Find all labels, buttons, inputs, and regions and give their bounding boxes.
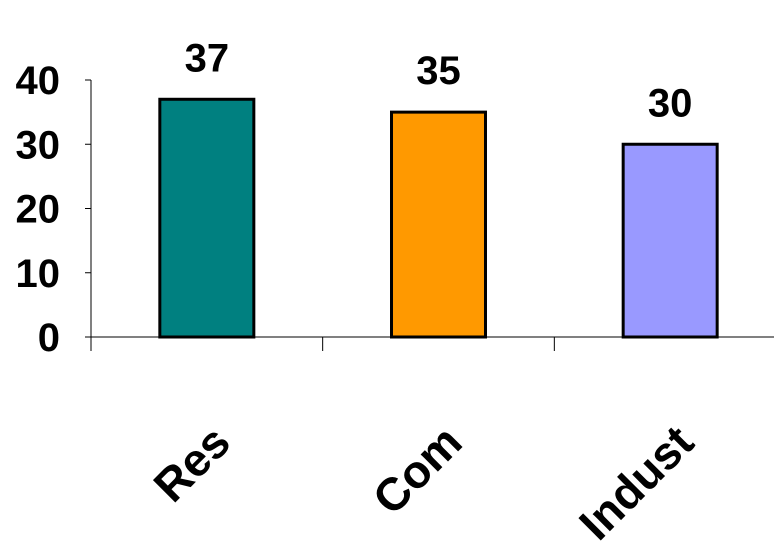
data-label-com: 35	[416, 49, 461, 93]
y-tick-label: 20	[16, 188, 61, 232]
category-label-indust: Indust	[569, 415, 703, 545]
y-tick-label: 30	[16, 123, 61, 167]
data-labels: 37 35 30	[185, 36, 693, 125]
y-tick-label: 40	[16, 59, 61, 103]
bar-com	[390, 110, 487, 339]
y-tick-label: 10	[16, 252, 61, 296]
data-label-res: 37	[185, 36, 230, 80]
category-label-com: Com	[363, 415, 472, 524]
y-axis: 0 10 20 30 40	[16, 59, 92, 360]
category-labels: Res Com Indust	[143, 415, 703, 545]
data-label-indust: 30	[648, 81, 693, 125]
x-axis	[90, 336, 774, 351]
category-label-res: Res	[143, 415, 239, 511]
bar-indust	[621, 142, 719, 339]
bars	[158, 97, 719, 339]
y-tick-label: 0	[38, 316, 60, 360]
bar-res	[158, 97, 256, 339]
